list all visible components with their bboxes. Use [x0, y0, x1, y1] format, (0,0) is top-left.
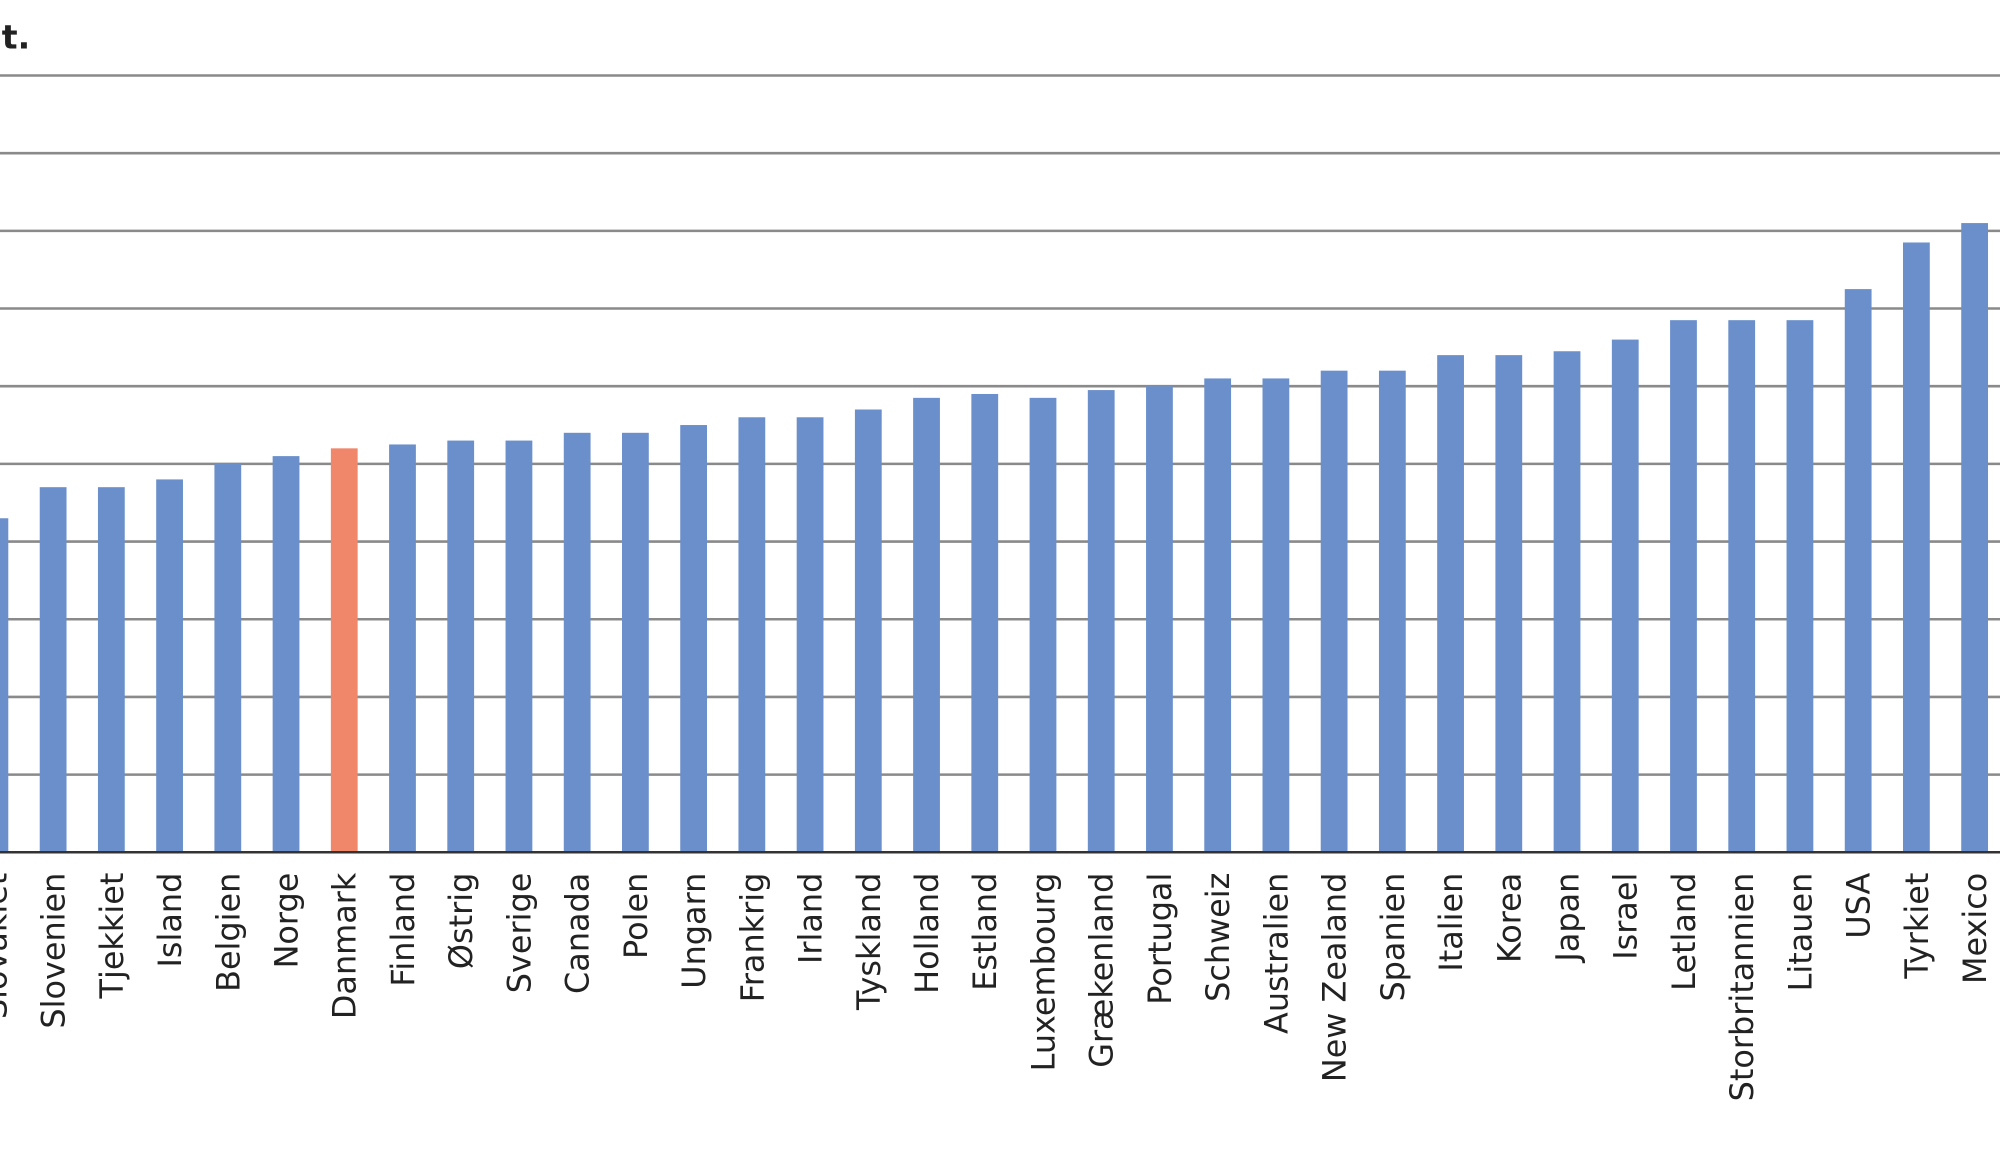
bar — [505, 440, 533, 853]
x-tick-label: Luxembourg — [1024, 873, 1062, 1072]
bar — [156, 479, 183, 853]
bar — [1961, 223, 1989, 853]
bar — [1902, 242, 1930, 853]
x-tick-label: Portugal — [1141, 873, 1179, 1005]
bar — [622, 432, 649, 853]
x-tick-label: Polen — [617, 873, 655, 959]
x-tick-label: Grækenland — [1083, 873, 1121, 1068]
x-tick-label: Israel — [1607, 873, 1645, 960]
bar — [738, 417, 766, 853]
x-tick-label: Ungarn — [675, 873, 713, 989]
x-tick-label: Irland — [792, 873, 830, 964]
x-tick-label: USA — [1840, 872, 1878, 938]
bar — [1262, 378, 1290, 853]
bar — [1320, 370, 1348, 853]
bar — [1437, 355, 1464, 853]
bar — [1029, 397, 1057, 853]
bar — [1728, 320, 1756, 853]
bar — [1670, 320, 1697, 853]
bar — [1786, 320, 1814, 853]
bar — [447, 440, 475, 853]
chart-title: ct. — [0, 18, 30, 57]
x-tick-label: Spanien — [1374, 873, 1412, 1002]
x-tick-label: Tyrkiet — [1898, 873, 1936, 980]
bar — [680, 425, 708, 853]
x-tick-label: Østrig — [442, 873, 480, 969]
bar — [272, 456, 300, 853]
bar — [1378, 370, 1406, 853]
bar — [330, 448, 358, 853]
x-tick-label: New Zealand — [1316, 873, 1354, 1082]
x-tick-label: Frankrig — [733, 873, 771, 1003]
x-tick-label: Finland — [384, 873, 422, 987]
x-tick-label: Australien — [1257, 873, 1295, 1034]
x-tick-label: Sverige — [500, 873, 538, 994]
x-tick-label: Slovenien — [35, 873, 73, 1029]
x-tick-label: Litauen — [1781, 873, 1819, 992]
x-tick-label: Tyskland — [850, 873, 888, 1011]
bar — [1204, 378, 1232, 853]
bar — [97, 487, 125, 853]
x-tick-label: Slovakiet — [0, 873, 14, 1019]
bar — [1844, 289, 1872, 853]
x-tick-label: Belgien — [209, 873, 247, 992]
x-tick-label: Danmark — [326, 872, 364, 1019]
bar — [1495, 355, 1523, 853]
bar — [1087, 390, 1115, 853]
bar — [971, 393, 999, 853]
bar — [913, 397, 940, 853]
x-tick-label: Estland — [966, 873, 1004, 991]
x-tick-label: Schweiz — [1199, 873, 1237, 1002]
x-tick-label: Korea — [1490, 873, 1528, 963]
bar — [1611, 339, 1639, 853]
x-tick-label: Japan — [1549, 873, 1587, 964]
bar — [854, 409, 882, 853]
bar — [214, 463, 242, 853]
x-tick-label: Tjekkiet — [93, 873, 131, 1000]
bar — [796, 417, 824, 853]
x-tick-label: Norge — [268, 873, 306, 969]
bar — [0, 518, 9, 853]
x-tick-label: Italien — [1432, 873, 1470, 972]
bar — [389, 444, 416, 853]
bar — [563, 432, 591, 853]
bar — [39, 487, 67, 853]
x-tick-label: Storbritannien — [1723, 873, 1761, 1102]
bar — [1553, 351, 1581, 853]
bar — [1146, 386, 1173, 853]
x-tick-label: Canada — [559, 873, 597, 994]
x-tick-label: Holland — [908, 873, 946, 994]
x-tick-label: Letland — [1665, 873, 1703, 991]
x-tick-label: Mexico — [1956, 873, 1994, 984]
x-tick-label: Island — [151, 873, 189, 968]
